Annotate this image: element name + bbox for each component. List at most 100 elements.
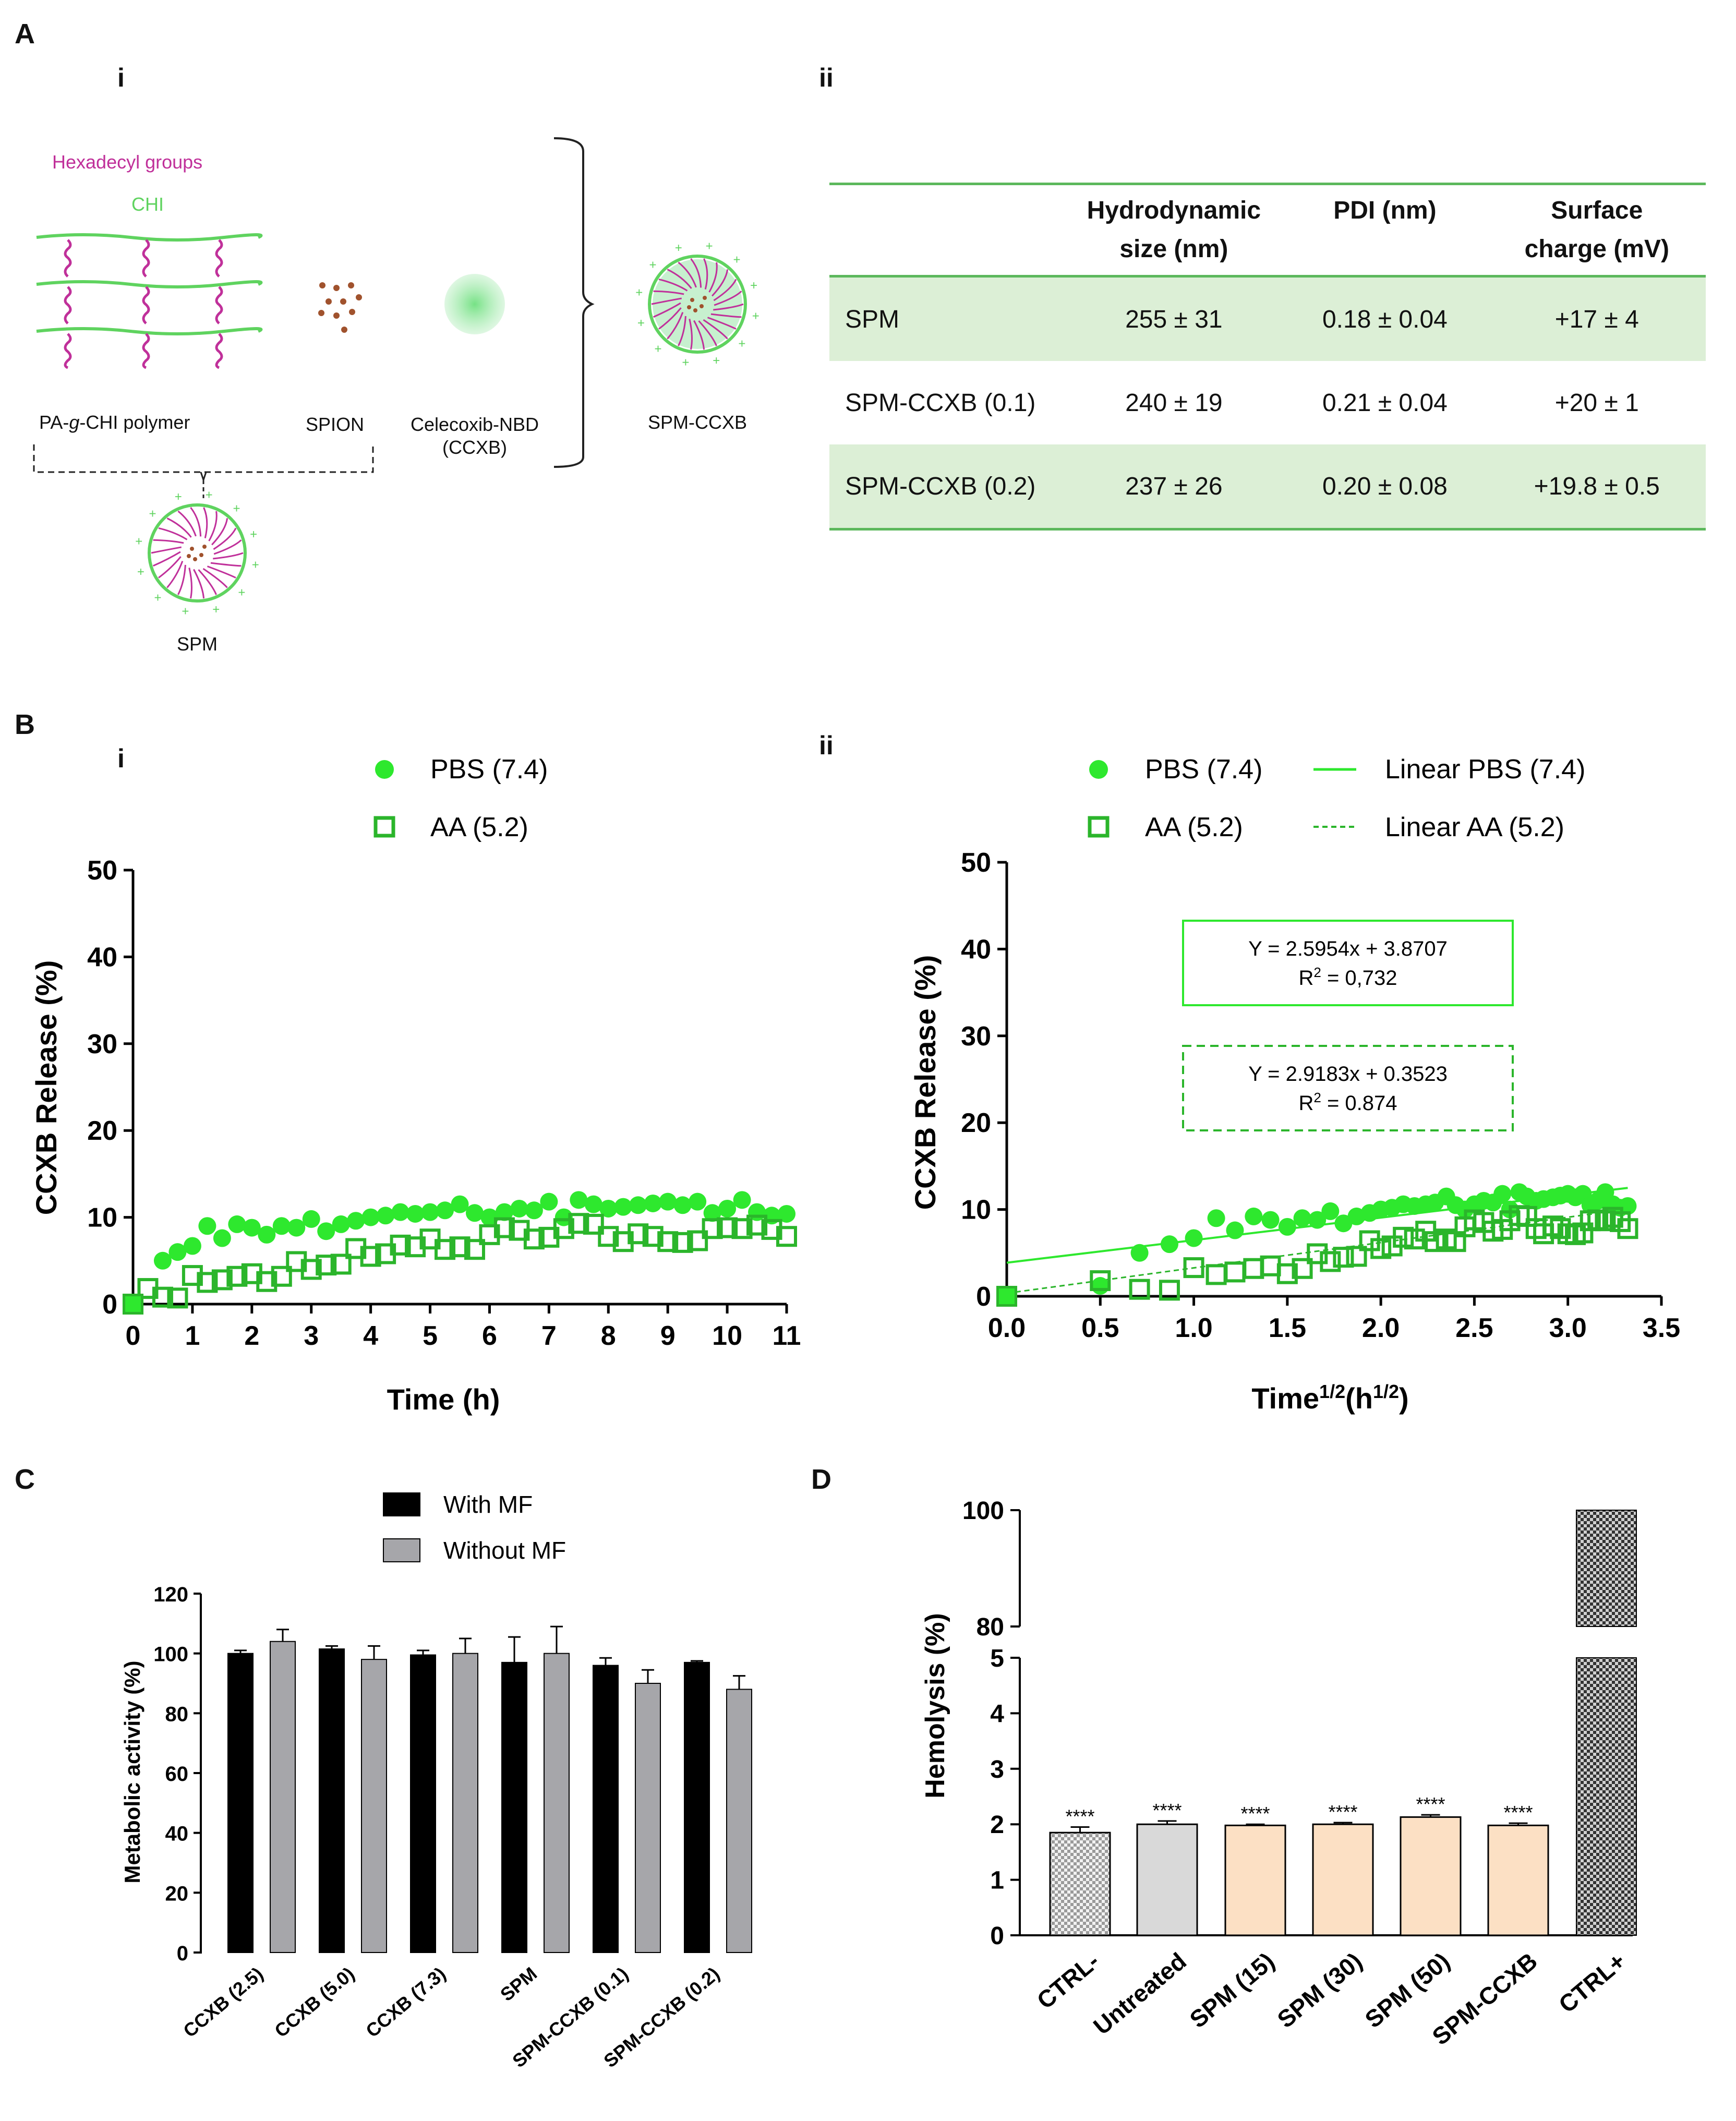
hexadecyl-chain (153, 539, 184, 544)
charge-sign: + (738, 336, 745, 351)
x-tick-label: CTRL- (1032, 1947, 1104, 2015)
y-tick-label: 10 (87, 1203, 117, 1233)
hexadecyl-chain (690, 258, 702, 288)
data-point-aa (435, 1239, 456, 1260)
hexadecyl-chain (658, 278, 688, 292)
data-point-aa (583, 1213, 604, 1235)
bar (1487, 1824, 1549, 1936)
data-point-pbs (1321, 1202, 1340, 1220)
charge-sign: + (250, 527, 257, 541)
charge-sign: + (137, 565, 144, 579)
chi-label: CHI (131, 194, 164, 215)
data-point-aa (182, 1265, 203, 1286)
table-cell-size: 237 ± 26 (1125, 472, 1223, 500)
y-tick-label: 120 (153, 1583, 188, 1606)
data-point-aa (271, 1266, 292, 1287)
data-point-pbs (584, 1195, 602, 1213)
legend-swatch-with-mf (383, 1492, 420, 1516)
data-point-pbs (570, 1191, 588, 1209)
x-axis-title: Time (h) (387, 1383, 500, 1416)
data-point-aa (523, 1228, 545, 1250)
y-tick-label: 100 (962, 1497, 1004, 1525)
panel-label-c: C (15, 1464, 35, 1495)
bar (1224, 1824, 1286, 1936)
bar (1400, 1816, 1462, 1936)
y-tick-label: 0 (102, 1290, 117, 1320)
data-point-pbs (733, 1191, 751, 1209)
table-header-row: Hydrodynamic size (nm) PDI (nm) Surface ch… (829, 184, 1706, 276)
y-tick-label: 0 (976, 1282, 991, 1312)
data-point-pbs (1293, 1209, 1311, 1227)
bar (1049, 1831, 1111, 1936)
y-axis-title: Metabolic activity (%) (120, 1660, 144, 1883)
charge-sign: + (752, 309, 760, 323)
y-tick-label: 0 (177, 1942, 188, 1965)
data-point-aa (390, 1234, 411, 1256)
hexadecyl-chain (151, 546, 182, 554)
ccxb-label-line1: Celecoxib-NBD (411, 414, 539, 435)
data-point-pbs (228, 1215, 246, 1233)
x-tick-label: 9 (660, 1321, 676, 1351)
legend-marker-pbs (375, 760, 394, 779)
data-point-pbs (1308, 1211, 1327, 1229)
hexadecyl-chain (708, 262, 718, 293)
polymer-label: PA-g-CHI polymer (39, 412, 190, 433)
hexadecyl-chain (712, 269, 729, 297)
bar-upper (1576, 1510, 1637, 1627)
micelle-shell (148, 503, 247, 602)
spion-dot (690, 298, 694, 302)
spion-dot (700, 304, 704, 308)
charge-sign: + (233, 502, 240, 516)
hexadecyl-label: Hexadecyl groups (52, 151, 202, 173)
table-cell-name: SPM-CCXB (0.2) (845, 472, 1036, 500)
data-point-pbs (718, 1199, 737, 1218)
charge-sign: + (675, 241, 682, 255)
bar (593, 1665, 619, 1954)
table-cell-size: 255 ± 31 (1125, 305, 1223, 333)
spion-dot (202, 545, 207, 549)
hexadecyl-chain (713, 279, 737, 302)
y-tick-label: 40 (87, 942, 117, 972)
y-tick-label: 40 (165, 1823, 189, 1846)
data-point-pbs (243, 1219, 261, 1237)
legend-marker-aa (1088, 816, 1110, 838)
bar (452, 1653, 478, 1954)
hexadecyl-chain (142, 333, 150, 369)
bar (319, 1648, 345, 1953)
chart-b-ii: PBS (7.4) AA (5.2) Linear PBS (7.4) Line… (909, 754, 1680, 1415)
x-tick-label: 3.5 (1643, 1313, 1680, 1343)
polymer-chains (36, 233, 263, 369)
data-point-pbs (778, 1204, 795, 1223)
charge-sign: + (637, 316, 645, 330)
x-tick-label: 0.5 (1081, 1313, 1119, 1343)
data-point-pbs (183, 1237, 201, 1255)
data-point-aa (360, 1246, 381, 1267)
data-point-pbs (302, 1210, 320, 1228)
x-tick-label: CCXB (5.0) (270, 1963, 358, 2042)
x-tick-label: 2 (244, 1321, 259, 1351)
hexadecyl-chain (158, 527, 188, 540)
x-tick-label: 2.0 (1362, 1313, 1400, 1343)
data-point-aa (746, 1214, 768, 1236)
table-cell-name: SPM-CCXB (0.1) (845, 389, 1036, 417)
spion-dot (193, 557, 197, 561)
data-point-pbs (1278, 1218, 1296, 1236)
bar (635, 1683, 661, 1953)
charge-sign: + (706, 239, 713, 253)
x-tick-label: 8 (601, 1321, 616, 1351)
hexadecyl-chain (693, 320, 705, 350)
y-tick-label: 40 (961, 934, 991, 965)
chart-b-i: PBS (7.4) AA (5.2) 0 10 20 30 40 50 0 1 2 3 4 5 6 7 8 9… (30, 754, 801, 1416)
spion-dot (687, 305, 691, 309)
hexadecyl-chain (658, 307, 682, 330)
legend-label-linear-aa: Linear AA (5.2) (1385, 812, 1564, 842)
hexadecyl-chain (152, 551, 181, 567)
data-point-aa (1090, 1270, 1111, 1292)
hexadecyl-chain (653, 302, 681, 318)
spion-dot (693, 308, 697, 312)
hexadecyl-chain (142, 239, 150, 278)
charge-sign: + (149, 507, 156, 521)
hexadecyl-chain (211, 518, 228, 546)
significance-label: **** (1152, 1800, 1182, 1821)
x-tick-label: 0 (126, 1321, 141, 1351)
